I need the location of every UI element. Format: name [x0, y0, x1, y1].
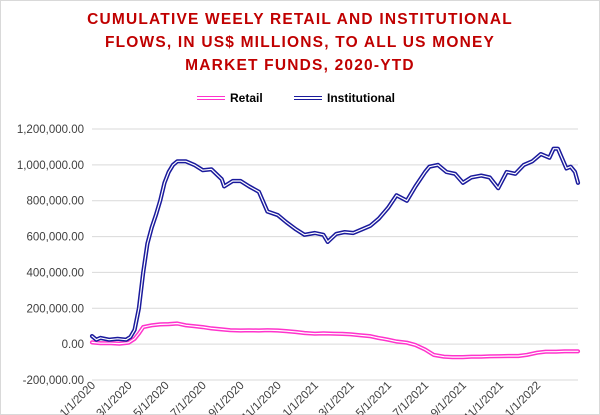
- x-tick-label: 1/1/2022: [503, 380, 543, 415]
- x-tick-label: 3/1/2021: [317, 380, 357, 415]
- institutional-series-line: [89, 146, 581, 342]
- retail-series-line: [89, 321, 581, 360]
- y-tick-label: 800,000.00: [26, 196, 84, 208]
- chart-legend: Retail Institutional: [0, 91, 600, 109]
- y-tick-label: 1,200,000.00: [17, 124, 84, 136]
- legend-label-retail: Retail: [230, 91, 263, 105]
- legend-item-institutional: Institutional: [294, 91, 395, 105]
- legend-item-retail: Retail: [197, 91, 263, 105]
- x-tick-label: 9/1/2021: [429, 380, 469, 415]
- chart-title-line-1: CUMULATIVE WEELY RETAIL AND INSTITUTIONA…: [87, 11, 513, 28]
- x-tick-label: 7/1/2020: [169, 380, 209, 415]
- x-tick-label: 7/1/2021: [391, 380, 431, 415]
- x-tick-label: 3/1/2020: [95, 380, 135, 415]
- chart-title-line-3: MARKET FUNDS, 2020-YTD: [185, 57, 415, 74]
- x-tick-label: 1/1/2021: [281, 380, 321, 415]
- legend-swatch-retail: [197, 96, 225, 100]
- legend-label-institutional: Institutional: [327, 91, 395, 105]
- x-tick-label: 11/1/2020: [240, 380, 284, 415]
- y-tick-label: -200,000.00: [23, 375, 84, 387]
- x-tick-label: 5/1/2020: [132, 380, 172, 415]
- y-tick-label: 600,000.00: [26, 232, 84, 244]
- chart-title-line-2: FLOWS, IN US$ MILLIONS, TO ALL US MONEY: [104, 34, 496, 51]
- legend-swatch-institutional: [294, 96, 322, 100]
- chart-title: CUMULATIVE WEELY RETAIL AND INSTITUTIONA…: [40, 8, 560, 77]
- retail-series-line-core: [91, 322, 579, 358]
- y-tick-label: 400,000.00: [26, 267, 84, 279]
- y-tick-label: 1,000,000.00: [17, 160, 84, 172]
- x-tick-label: 5/1/2021: [354, 380, 394, 415]
- x-tick-label: 11/1/2021: [462, 380, 506, 415]
- y-tick-label: 0.00: [62, 339, 84, 351]
- institutional-series-line-core: [91, 148, 579, 341]
- y-tick-label: 200,000.00: [26, 303, 84, 315]
- x-tick-label: 9/1/2020: [207, 380, 247, 415]
